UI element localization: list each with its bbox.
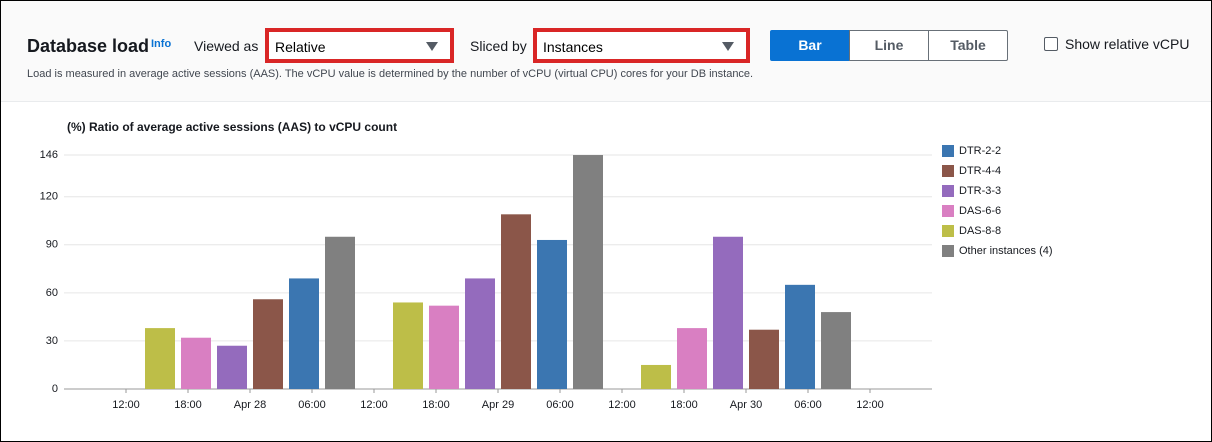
bar: [501, 214, 531, 389]
legend-label: DTR-2-2: [959, 145, 1001, 157]
x-tick-label: Apr 30: [730, 399, 762, 411]
bar: [573, 155, 603, 389]
checkbox[interactable]: [1044, 37, 1058, 51]
x-tick-label: 06:00: [298, 399, 326, 411]
x-tick-label: 12:00: [856, 399, 884, 411]
checkbox-label[interactable]: Show relative vCPU: [1065, 36, 1190, 52]
x-tick-label: 06:00: [794, 399, 822, 411]
x-tick-label: Apr 28: [234, 399, 266, 411]
dropdown-value: Relative: [275, 39, 326, 55]
x-tick-label: 12:00: [360, 399, 388, 411]
legend-label: DAS-6-6: [959, 205, 1001, 217]
bar: [821, 312, 851, 389]
bar: [641, 364, 671, 389]
bar: [145, 328, 175, 389]
y-tick-label: 146: [40, 149, 58, 161]
x-tick-label: Apr 29: [482, 399, 514, 411]
bar: [429, 305, 459, 389]
x-tick-label: 12:00: [608, 399, 636, 411]
bar: [181, 337, 211, 389]
x-tick-label: 06:00: [546, 399, 574, 411]
legend-swatch: [942, 185, 954, 197]
bar: [325, 236, 355, 389]
bar: [537, 239, 567, 389]
legend-swatch: [942, 225, 954, 237]
bar: [785, 284, 815, 389]
bar: [289, 278, 319, 389]
bar: [749, 329, 779, 389]
info-link[interactable]: Info: [151, 38, 172, 50]
bar: [217, 345, 247, 389]
x-tick-label: 18:00: [670, 399, 698, 411]
legend-swatch: [942, 145, 954, 157]
bar-button[interactable]: Bar: [770, 30, 850, 61]
chart: (%) Ratio of average active sessions (AA…: [40, 120, 1053, 411]
header: Database load Info Viewed as Relative Sl…: [1, 1, 1211, 102]
legend-swatch: [942, 205, 954, 217]
description: Load is measured in average active sessi…: [27, 68, 754, 80]
x-tick-label: 12:00: [112, 399, 140, 411]
sliced-by-label: Sliced by: [470, 38, 527, 54]
y-tick-label: 90: [46, 239, 58, 251]
chart-title: (%) Ratio of average active sessions (AA…: [67, 120, 397, 134]
dropdown-value: Instances: [543, 39, 603, 55]
viewed-as-dropdown[interactable]: Relative: [265, 28, 454, 63]
viewed-as-label: Viewed as: [194, 38, 259, 54]
bar: [465, 278, 495, 389]
y-tick-label: 60: [46, 287, 58, 299]
y-tick-label: 120: [40, 191, 58, 203]
legend-swatch: [942, 165, 954, 177]
bar: [393, 302, 423, 389]
x-tick-label: 18:00: [422, 399, 450, 411]
title: Database load: [27, 36, 150, 56]
bar: [713, 236, 743, 389]
line-button[interactable]: Line: [849, 30, 929, 61]
sliced-by-dropdown[interactable]: Instances: [533, 28, 750, 63]
bar: [677, 328, 707, 389]
legend-swatch: [942, 245, 954, 257]
table-button[interactable]: Table: [928, 30, 1008, 61]
legend-label: Other instances (4): [959, 245, 1053, 257]
legend-label: DTR-4-4: [959, 165, 1001, 177]
bar: [253, 299, 283, 389]
legend-label: DTR-3-3: [959, 185, 1001, 197]
y-tick-label: 30: [46, 335, 58, 347]
y-tick-label: 0: [52, 383, 58, 395]
legend-label: DAS-8-8: [959, 225, 1001, 237]
x-tick-label: 18:00: [174, 399, 202, 411]
